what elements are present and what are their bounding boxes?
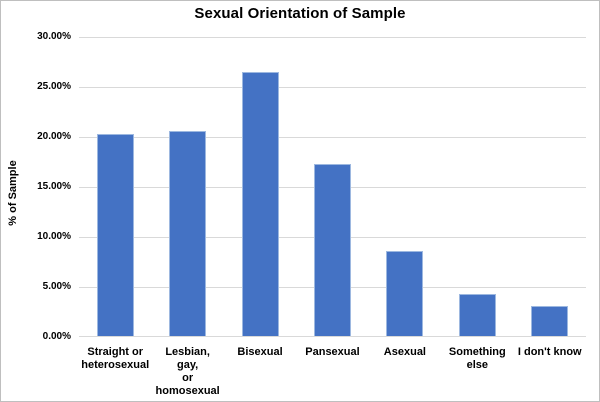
y-tick-label: 20.00% bbox=[37, 131, 71, 142]
y-tick-label: 0.00% bbox=[42, 331, 71, 342]
bar-something-else bbox=[458, 294, 496, 336]
bar-slot bbox=[369, 37, 441, 336]
gridline bbox=[79, 87, 586, 88]
gridline bbox=[79, 137, 586, 138]
bar-pansexual bbox=[313, 164, 351, 336]
x-category-label: Asexual bbox=[383, 346, 426, 358]
y-tick-label: 30.00% bbox=[37, 31, 71, 42]
x-axis-category-labels: Straight or heterosexual Lesbian, gay, or ho… bbox=[79, 346, 586, 398]
bar-lesbian-gay-or-homosexual bbox=[169, 131, 207, 336]
bar-straight-or-heterosexual bbox=[96, 134, 134, 336]
x-category-label: Something else bbox=[448, 346, 506, 371]
x-category-label: I don't know bbox=[517, 346, 582, 358]
y-tick-label: 5.00% bbox=[42, 281, 71, 292]
bar-slot bbox=[79, 37, 151, 336]
bar-asexual bbox=[386, 251, 424, 336]
bar-slot bbox=[514, 37, 586, 336]
y-tick-label: 15.00% bbox=[37, 181, 71, 192]
bar-bisexual bbox=[241, 72, 279, 336]
y-tick-label: 25.00% bbox=[37, 81, 71, 92]
y-tick-label: 10.00% bbox=[37, 231, 71, 242]
plot-area bbox=[79, 37, 586, 337]
bar-slot bbox=[224, 37, 296, 336]
gridline bbox=[79, 37, 586, 38]
x-category-label: Pansexual bbox=[305, 346, 360, 358]
bar-slot bbox=[296, 37, 368, 336]
bar-i-don-t-know bbox=[531, 306, 569, 336]
y-axis-title: % of Sample bbox=[7, 160, 19, 226]
bar-slot bbox=[441, 37, 513, 336]
bar-slot bbox=[151, 37, 223, 336]
chart-title: Sexual Orientation of Sample bbox=[194, 5, 406, 22]
x-category-label: Bisexual bbox=[237, 346, 283, 358]
x-category-label: Lesbian, gay, or homosexual bbox=[155, 346, 220, 397]
x-category-label: Straight or heterosexual bbox=[81, 346, 150, 371]
bars bbox=[79, 37, 586, 336]
